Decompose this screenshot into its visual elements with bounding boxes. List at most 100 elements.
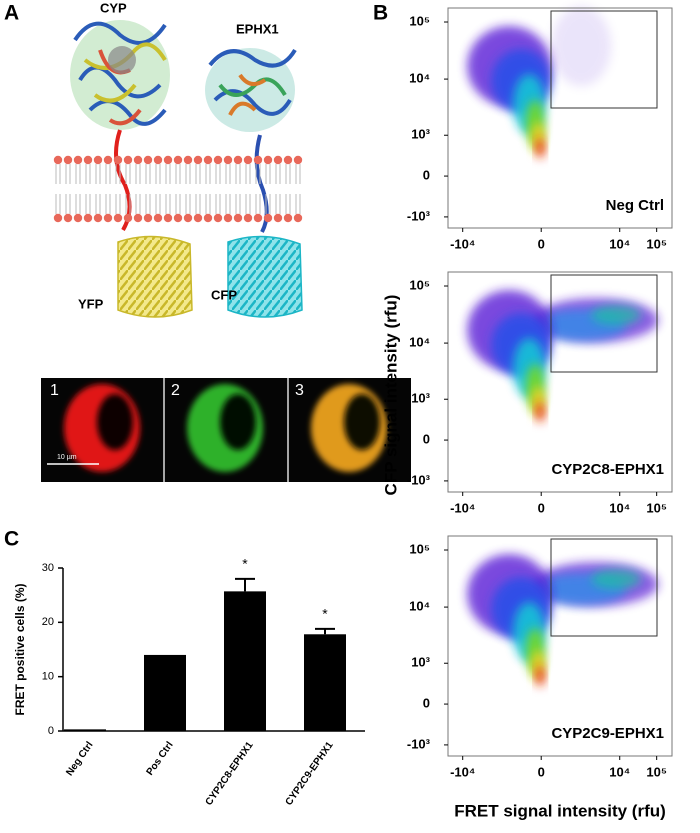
panel-letter: C (4, 528, 19, 551)
lipid-tail (75, 164, 81, 184)
lipid-tail (245, 194, 251, 214)
sample-label: Neg Ctrl (606, 197, 664, 214)
x-tick-label: Neg Ctrl (64, 740, 95, 778)
lipid-head (203, 155, 213, 165)
panel-letter: B (373, 2, 388, 25)
lipid-head (73, 213, 83, 223)
lipid-tail (85, 194, 91, 214)
lipid-head (213, 155, 223, 165)
error-bar (315, 627, 335, 635)
lipid-tail (205, 164, 211, 184)
lipid-tail (255, 194, 261, 214)
panel-letter: A (4, 2, 19, 25)
lipid-head (103, 155, 113, 165)
bar-chart: 0 10 20 30 FRET positive cells (%) Neg Ctrl Po… (13, 556, 365, 808)
lipid-tail (225, 194, 231, 214)
significance-mark: * (322, 606, 328, 622)
lipid-tail (85, 164, 91, 184)
y-tick-label: 10 (42, 671, 54, 683)
lipid-tail (195, 194, 201, 214)
lipid-head (203, 213, 213, 223)
lipid-tail (135, 194, 141, 214)
gate (550, 10, 658, 109)
lipid-head (133, 213, 143, 223)
lipid-tail (65, 164, 71, 184)
x-tick-label: Pos Ctrl (145, 740, 176, 778)
lipid-head (253, 213, 263, 223)
lipid-tail (105, 194, 111, 214)
lipid-head (193, 213, 203, 223)
bar (64, 729, 106, 731)
lipid-head (63, 213, 73, 223)
y-tick-label: 20 (42, 616, 54, 628)
error-bar (235, 577, 255, 592)
lipid-tail (185, 164, 191, 184)
lipid-tail (145, 194, 151, 214)
lipid-head (83, 213, 93, 223)
y-tick-label: 10³ (411, 391, 430, 406)
plot-frame (447, 7, 673, 229)
lipid-tail (75, 194, 81, 214)
lipid-tail (255, 164, 261, 184)
lipid-tail (145, 164, 151, 184)
lipid-tail (215, 164, 221, 184)
density-cloud (536, 402, 545, 423)
sample-label: CYP2C9-EPHX1 (551, 725, 664, 742)
lipid-head (83, 155, 93, 165)
y-tick-label: -10³ (407, 208, 431, 223)
lipid-head (93, 213, 103, 223)
y-tick-label: 0 (423, 696, 430, 711)
density-plot: 10⁵ 10⁴ 10³ 0 -10³ -10⁴ 0 10⁴ 10⁵ CYP2C9-EPHX1 (407, 535, 673, 779)
x-tick-label: 10⁴ (609, 236, 630, 251)
density-cloud (551, 6, 612, 87)
lipid-tail (295, 194, 301, 214)
lipid-head (293, 213, 303, 223)
lipid-head (243, 213, 253, 223)
lipid-tail (135, 164, 141, 184)
lipid-tail (155, 194, 161, 214)
lipid-tail (65, 194, 71, 214)
x-tick-label: 0 (538, 764, 545, 779)
lipid-head (263, 213, 273, 223)
lipid-tail (225, 164, 231, 184)
fluorophores (117, 235, 303, 318)
y-tick-label: 10⁴ (409, 599, 430, 614)
y-tick-label: 10³ (411, 127, 430, 142)
lipid-head (103, 213, 113, 223)
lipid-head (53, 155, 63, 165)
lipid-head (123, 155, 133, 165)
lipid-tail (115, 194, 121, 214)
lipid-head (233, 213, 243, 223)
x-tick-label: -10⁴ (450, 236, 475, 251)
lipid-tail (125, 164, 131, 184)
lipid-head (293, 155, 303, 165)
gate (550, 274, 658, 373)
density-plot: 10⁵ 10⁴ 10³ 0 -10³ -10⁴ 0 10⁴ 10⁵ Neg Ctrl (407, 6, 673, 251)
protein-label: CYP (100, 0, 127, 15)
x-tick-label: 10⁴ (609, 764, 630, 779)
x-tick-label: 10⁵ (646, 764, 667, 779)
lipid-head (173, 213, 183, 223)
lipid-head (113, 155, 123, 165)
lipid-head (263, 155, 273, 165)
fluorophore-label: CFP (211, 287, 237, 302)
plot-frame (447, 271, 673, 493)
fluorophore-label: YFP (78, 296, 104, 311)
lipid-head (223, 213, 233, 223)
lipid-head (223, 155, 233, 165)
bar (304, 634, 346, 731)
lipid-head (143, 155, 153, 165)
bar (144, 654, 186, 731)
lipid-head (213, 213, 223, 223)
lipid-tail (275, 194, 281, 214)
x-tick-label: -10⁴ (450, 500, 475, 515)
lipid-head (273, 155, 283, 165)
lipid-tail (235, 164, 241, 184)
y-tick-label: -10³ (407, 472, 431, 487)
lipid-head (143, 213, 153, 223)
lipid-tail (285, 194, 291, 214)
x-axis-title: FRET signal intensity (rfu) (454, 801, 666, 820)
lipid-tail (265, 164, 271, 184)
x-tick-label: 10⁵ (646, 236, 667, 251)
y-tick-label: 0 (423, 168, 430, 183)
